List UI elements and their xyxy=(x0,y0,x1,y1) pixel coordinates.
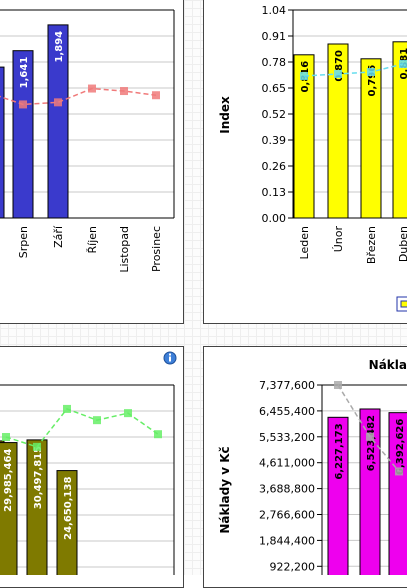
tl-line-point-4 xyxy=(120,87,128,95)
br-line-point-1 xyxy=(366,433,374,441)
tr-y-tick-0: 0.00 xyxy=(262,212,287,225)
tr-y-tick-2: 0.26 xyxy=(262,160,287,173)
br-y-tick-4: 4,611,000 xyxy=(259,457,315,470)
br-y-tick-7: 7,377,600 xyxy=(259,379,315,392)
chart-top-right: Index 0.00 0.13 0.26 0.39 0.52 0.65 0.78 0.91 1.… xyxy=(218,4,407,311)
bl-line-point-2 xyxy=(63,405,71,413)
tl-line-point-1 xyxy=(19,100,27,108)
dashboard-charts: 1,641 1,894 Srpen Září Říjen Listopad Prosinec… xyxy=(0,0,407,575)
br-y-tick-6: 6,455,400 xyxy=(259,405,315,418)
tr-y-tick-6: 0.78 xyxy=(262,56,287,69)
tr-y-tick-5: 0.65 xyxy=(262,82,287,95)
bl-line-point-4 xyxy=(124,409,132,417)
br-y-axis-title: Náklady v Kč xyxy=(218,446,232,533)
tr-x-tick-2: Březen xyxy=(365,226,378,264)
tr-legend-swatch xyxy=(401,301,407,307)
br-line-point-2 xyxy=(395,467,403,475)
tr-line-point-0 xyxy=(300,72,308,80)
tl-line-point-2 xyxy=(54,98,62,106)
tr-y-tick-7: 0.91 xyxy=(262,30,287,43)
br-y-tick-5: 5,533,200 xyxy=(259,431,315,444)
tl-line-point-5 xyxy=(152,91,160,99)
tl-x-tick-0: Srpen xyxy=(17,226,30,258)
br-line-point-0 xyxy=(334,381,342,389)
br-marks: 922,200 1,844,400 2,766,600 3,688,800 4,611,… xyxy=(259,379,407,575)
tl-bar-partial xyxy=(0,67,4,218)
tr-y-tick-3: 0.39 xyxy=(262,134,287,147)
tr-line-point-1 xyxy=(334,70,342,78)
br-bar-label-2: 6,392,626 xyxy=(395,419,406,475)
tl-x-tick-2: Říjen xyxy=(86,226,99,254)
tl-x-tick-1: Září xyxy=(52,225,65,248)
bl-line-point-0 xyxy=(2,433,10,441)
tr-x-tick-1: Únor xyxy=(332,226,345,253)
tr-line-point-2 xyxy=(367,68,375,76)
bl-bar-label-1: 30,497,815 xyxy=(33,446,44,509)
bl-line-point-5 xyxy=(154,430,162,438)
bl-bar-label-0: 29,985,464 xyxy=(3,449,14,512)
tl-x-tick-4: Prosinec xyxy=(150,226,163,272)
tr-line-series xyxy=(304,64,403,76)
bl-line-point-3 xyxy=(93,416,101,424)
br-y-tick-1: 1,844,400 xyxy=(259,534,315,547)
bl-line-point-1 xyxy=(33,443,41,451)
tl-line-point-3 xyxy=(88,85,96,93)
br-y-tick-3: 3,688,800 xyxy=(259,483,315,496)
tr-y-tick-4: 0.52 xyxy=(262,108,287,121)
tr-marks: 0.000.130.260.390.520.650.780.911.040,81… xyxy=(262,4,407,264)
info-icon[interactable] xyxy=(164,352,176,364)
bl-gridlines xyxy=(0,411,174,567)
br-chart-title: Nákla xyxy=(369,358,407,372)
br-y-tick-2: 2,766,600 xyxy=(259,509,315,522)
tl-x-tick-3: Listopad xyxy=(118,226,131,273)
tr-x-tick-0: Leden xyxy=(298,226,311,259)
chart-bottom-right: Nákla Náklady v Kč 922,200 1,844,400 2,766… xyxy=(218,358,407,575)
tr-y-tick-8: 1.04 xyxy=(262,4,287,17)
tr-x-tick-3: Duben xyxy=(397,226,407,262)
tr-line-point-3 xyxy=(399,60,407,68)
tr-y-axis-title: Index xyxy=(218,96,232,134)
bl-marks: 29,985,464 30,497,815 24,650,138 xyxy=(0,405,162,575)
br-bar-label-1: 6,523,482 xyxy=(366,415,377,471)
bl-bar-label-2: 24,650,138 xyxy=(63,477,74,540)
tr-y-tick-1: 0.13 xyxy=(262,186,287,199)
br-bar-label-0: 6,227,173 xyxy=(334,423,345,479)
br-y-tick-0: 922,200 xyxy=(270,560,316,573)
tl-bar-label-0: 1,641 xyxy=(19,57,30,89)
tl-bar-label-1: 1,894 xyxy=(54,31,65,63)
chart-bottom-left: 29,985,464 30,497,815 24,650,138 xyxy=(0,352,176,575)
chart-top-left: 1,641 1,894 Srpen Září Říjen Listopad Prosinec xyxy=(0,10,174,273)
